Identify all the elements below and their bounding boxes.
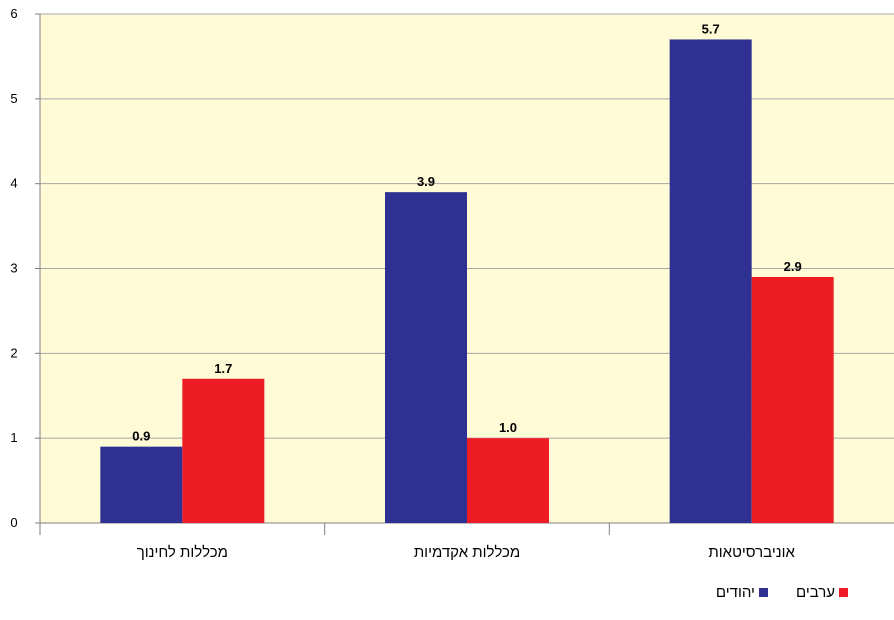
data-label: 0.9 <box>132 429 150 444</box>
legend-label-series-1: ערבים <box>795 584 835 601</box>
y-ticks: 0 1 2 3 4 5 6 <box>10 6 40 530</box>
value-labels: 0.9 1.7 3.9 1.0 5.7 2.9 <box>132 21 801 443</box>
y-tick-label: 4 <box>10 176 17 191</box>
bar-0-1 <box>385 192 467 523</box>
data-label: 5.7 <box>702 21 720 36</box>
y-tick-label: 2 <box>10 345 17 360</box>
category-label: מכללות אקדמיות <box>414 544 520 561</box>
bar-0-0 <box>100 446 183 523</box>
data-label: 2.9 <box>784 259 802 274</box>
legend-label-series-0: יהודים <box>715 584 755 601</box>
legend-item-series-1: ערבים <box>796 584 848 601</box>
bars <box>100 39 834 523</box>
legend-item-series-0: יהודים <box>716 584 768 601</box>
y-tick-label: 1 <box>10 430 17 445</box>
x-ticks <box>39 523 610 535</box>
y-tick-label: 6 <box>10 6 17 21</box>
data-label: 1.0 <box>499 420 517 435</box>
bar-1-2 <box>751 276 834 523</box>
y-tick-label: 3 <box>10 261 17 276</box>
bar-1-1 <box>467 438 549 523</box>
category-labels: מכללות לחינוך מכללות אקדמיות אוניברסיטאות <box>137 544 796 561</box>
category-label: מכללות לחינוך <box>137 544 228 561</box>
legend: ערבים יהודים <box>716 584 848 601</box>
data-label: 3.9 <box>417 174 435 189</box>
bar-1-0 <box>182 378 265 523</box>
data-label: 1.7 <box>214 361 232 376</box>
y-tick-label: 5 <box>10 91 17 106</box>
bar-0-2 <box>669 39 752 523</box>
legend-swatch-series-1 <box>839 588 848 597</box>
legend-swatch-series-0 <box>758 588 768 597</box>
category-label: אוניברסיטאות <box>708 544 795 561</box>
y-tick-label: 0 <box>10 515 17 530</box>
